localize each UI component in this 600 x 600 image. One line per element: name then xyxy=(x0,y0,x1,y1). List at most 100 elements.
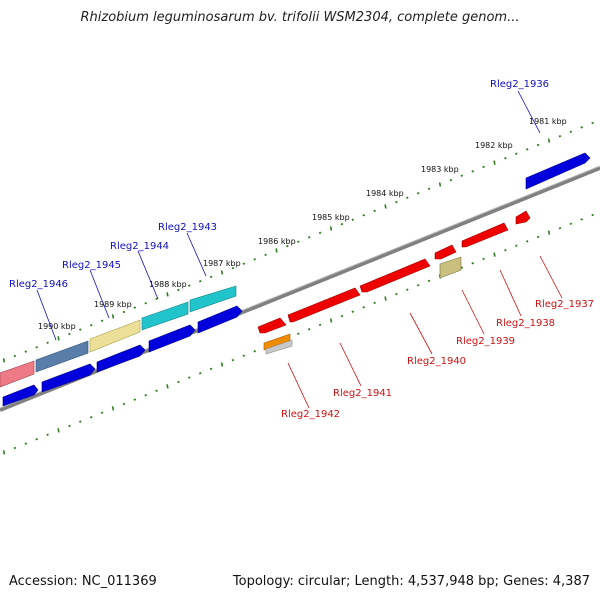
gene-block-1945[interactable] xyxy=(89,319,141,353)
inner-tick-22 xyxy=(242,354,246,357)
kbp-label-1983: 1983 kbp xyxy=(421,165,459,174)
outer-tick-40 xyxy=(438,182,442,187)
label-rleg2-1946[interactable]: Rleg2_1946 xyxy=(9,279,68,290)
outer-tick-20 xyxy=(220,270,224,275)
label-rleg2-1941[interactable]: Rleg2_1941 xyxy=(333,388,392,399)
outer-tick-9 xyxy=(100,319,104,323)
outer-tick-31 xyxy=(340,222,344,226)
outer-tick-35 xyxy=(384,204,387,209)
label-rleg2-1942[interactable]: Rleg2_1942 xyxy=(281,409,340,420)
gene-arrow-blue-d[interactable] xyxy=(41,363,96,393)
leader-1945 xyxy=(89,269,110,319)
inner-tick-14 xyxy=(155,389,158,393)
outer-tick-28 xyxy=(307,236,311,239)
footer-accession: Accession: NC_011369 xyxy=(9,574,157,589)
outer-tick-52 xyxy=(569,130,573,134)
outer-tick-32 xyxy=(351,218,355,221)
inner-tick-54 xyxy=(591,213,594,217)
inner-tick-19 xyxy=(209,367,213,371)
leader-1937 xyxy=(539,255,563,299)
outer-tick-53 xyxy=(580,126,583,129)
kbp-label-1985: 1985 kbp xyxy=(312,213,350,222)
inner-tick-1 xyxy=(13,446,17,450)
gene-block-1939b[interactable] xyxy=(439,256,462,279)
inner-tick-35 xyxy=(384,296,387,301)
gene-block-1943[interactable] xyxy=(189,285,237,313)
inner-tick-36 xyxy=(395,292,398,296)
outer-tick-23 xyxy=(253,258,256,261)
outer-tick-42 xyxy=(460,174,464,177)
gene-arrow-blue-b[interactable] xyxy=(148,324,196,353)
outer-tick-4 xyxy=(46,341,49,345)
inner-tick-27 xyxy=(297,332,300,335)
gene-arrow-1938[interactable] xyxy=(461,222,509,248)
outer-tick-13 xyxy=(144,301,147,305)
outer-tick-track xyxy=(2,121,594,363)
gene-block-1946[interactable] xyxy=(35,340,89,373)
leader-1936 xyxy=(517,90,541,134)
outer-tick-10 xyxy=(111,314,115,319)
inner-tick-0 xyxy=(2,450,6,455)
inner-tick-52 xyxy=(569,222,573,226)
inner-tick-6 xyxy=(68,424,71,428)
label-rleg2-1943[interactable]: Rleg2_1943 xyxy=(158,222,217,233)
inner-tick-23 xyxy=(253,350,256,353)
gene-block-1942-grey[interactable] xyxy=(265,339,293,355)
gene-block-1944[interactable] xyxy=(141,301,189,331)
kbp-labels: 1981 kbp 1982 kbp 1983 kbp 1984 kbp 1985… xyxy=(38,117,567,331)
gene-arrow-1941[interactable] xyxy=(287,287,361,323)
forward-strand-genes xyxy=(0,152,591,407)
kbp-label-1982: 1982 kbp xyxy=(475,141,513,150)
inner-tick-10 xyxy=(111,406,115,411)
label-rleg2-1940[interactable]: Rleg2_1940 xyxy=(407,356,466,367)
inner-tick-49 xyxy=(536,235,540,239)
reverse-gene-labels: Rleg2_1937 Rleg2_1938 Rleg2_1939 Rleg2_1… xyxy=(281,299,594,420)
inner-tick-18 xyxy=(198,372,202,375)
label-rleg2-1937[interactable]: Rleg2_1937 xyxy=(535,299,594,310)
outer-tick-26 xyxy=(286,244,289,248)
outer-tick-48 xyxy=(525,148,529,151)
gene-arrow-blue-c[interactable] xyxy=(96,344,146,373)
inner-tick-2 xyxy=(24,442,28,445)
forward-gene-labels: Rleg2_1936 Rleg2_1943 Rleg2_1944 Rleg2_1… xyxy=(9,79,549,290)
gene-arrow-1940[interactable] xyxy=(359,258,431,293)
outer-tick-30 xyxy=(329,226,333,231)
gene-block-pink[interactable] xyxy=(0,360,35,388)
gene-arrow-1936[interactable] xyxy=(525,152,591,190)
outer-tick-37 xyxy=(406,196,409,199)
gene-arrow-1942a[interactable] xyxy=(257,317,287,334)
inner-tick-47 xyxy=(515,244,518,248)
label-rleg2-1939[interactable]: Rleg2_1939 xyxy=(456,336,515,347)
inner-tick-7 xyxy=(79,420,82,423)
label-rleg2-1936[interactable]: Rleg2_1936 xyxy=(490,79,549,90)
gene-arrow-blue-e[interactable] xyxy=(2,384,39,407)
leader-1940 xyxy=(409,312,433,355)
kbp-label-1990: 1990 kbp xyxy=(38,322,76,331)
inner-tick-50 xyxy=(547,230,551,235)
outer-tick-43 xyxy=(471,170,474,173)
outer-tick-6 xyxy=(68,332,71,336)
inner-tick-28 xyxy=(307,328,311,331)
outer-tick-39 xyxy=(427,187,431,191)
inner-tick-39 xyxy=(427,279,431,283)
kbp-label-1981: 1981 kbp xyxy=(529,117,567,126)
outer-tick-3 xyxy=(35,345,38,349)
kbp-label-1989: 1989 kbp xyxy=(94,300,132,309)
inner-tick-45 xyxy=(493,252,496,257)
inner-tick-46 xyxy=(504,248,507,252)
outer-tick-34 xyxy=(373,209,376,213)
label-rleg2-1945[interactable]: Rleg2_1945 xyxy=(62,260,121,271)
label-rleg2-1938[interactable]: Rleg2_1938 xyxy=(496,318,555,329)
leader-1943 xyxy=(186,232,207,277)
outer-tick-49 xyxy=(536,143,540,147)
label-rleg2-1944[interactable]: Rleg2_1944 xyxy=(110,241,169,252)
outer-tick-51 xyxy=(558,134,562,138)
gene-arrow-blue-a[interactable] xyxy=(197,305,243,334)
inner-tick-43 xyxy=(471,262,474,265)
inner-tick-21 xyxy=(231,358,235,362)
inner-tick-37 xyxy=(406,288,409,291)
gene-arrow-1937[interactable] xyxy=(515,210,531,225)
inner-tick-4 xyxy=(46,433,49,437)
inner-tick-9 xyxy=(100,411,104,415)
gene-arrow-1939[interactable] xyxy=(434,244,457,260)
